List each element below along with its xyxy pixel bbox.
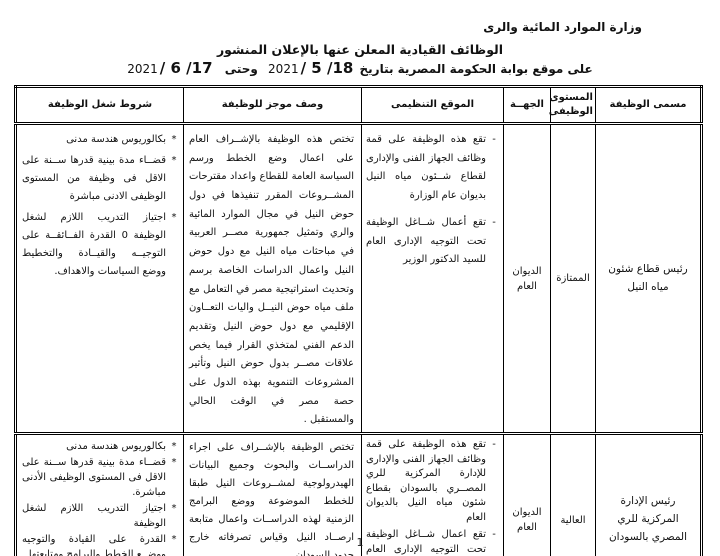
ministry-title: وزارة الموارد المائية والرى [483,20,642,34]
org-location-cell: - تقع هذه الوظيفة على قمة وظائف الجهاز ال… [361,123,504,435]
requirements-cell: * بكالوريوس هندسة مدنى * قضــاء مدة بينية … [15,123,184,435]
asterisk-marker: * [171,503,177,514]
requirements-cell: * بكالوريوس هندسة مدنى * قضــاء مدة بينية … [15,433,184,556]
dash-marker: - [492,439,496,450]
date-to-year: 2021 [127,62,158,76]
col-header-entity: الجهــة [503,86,551,125]
until-word: وحتى [224,62,258,76]
job-title-cell: رئيس قطاع شئون مياه النيل [595,123,702,435]
date-from-daymonth: 18/ 5 / [300,59,354,77]
requirement-bullet: * قضــاء مدة بينية قدرها ســنة على الاقل … [22,152,177,206]
job-level-cell: الممتازة [550,123,596,435]
job-row: رئيس قطاع شئون مياه النيل الممتازة الديو… [15,123,702,435]
entity-cell: الديوان العام [503,433,551,556]
job-title-cell: رئيس الإدارة المركزية للري المصري بالسود… [595,433,702,556]
col-header-requirements: شروط شغل الوظيفة [15,86,184,125]
location-bullet: - تقع اعمال شــاغل الوظيفة تحت التوجيه ال… [366,528,497,556]
asterisk-marker: * [171,457,177,468]
requirement-bullet: * بكالوريوس هندسة مدنى [22,131,177,149]
asterisk-marker: * [171,534,177,545]
date-to-daymonth: 17/ 6 / [159,59,213,77]
dash-marker: - [492,217,496,228]
job-level-cell: العالية [550,433,596,556]
asterisk-marker: * [171,134,177,145]
asterisk-marker: * [171,441,177,452]
col-header-job-level: المستوى الوظيفى [549,86,596,125]
job-row: رئيس الإدارة المركزية للري المصري بالسود… [15,433,702,556]
table-header-row: مسمى الوظيفة المستوى الوظيفى الجهــة الم… [15,86,702,125]
requirement-bullet: * القدرة على القيادة والتوجيه ووضــع الخط… [22,532,177,556]
page-number: 1 [356,536,364,549]
announcement-dates-line: على موقع بوابة الحكومة المصرية بتاريخ 18… [0,59,720,77]
requirement-bullet: * بكالوريوس هندسة مدنى [66,441,177,452]
requirement-bullet: * اجتياز التدريب اللازم لشغل الوظيفة 0 ال… [22,209,177,281]
dash-marker: - [492,134,496,145]
requirement-bullet: * اجتياز التدريب اللازم لشغل الوظيفة [22,503,177,529]
job-description-cell: تختص الوظيفة بالإشــراف على اجراء الدراس… [183,433,362,556]
location-bullet: - تقع أعمال شــاغل الوظيفة تحت التوجيه ال… [366,214,497,270]
col-header-description: وصف موجز للوظيفة [183,86,362,125]
dash-marker: - [492,529,496,540]
asterisk-marker: * [171,212,177,223]
jobs-table: مسمى الوظيفة المستوى الوظيفى الجهــة الم… [14,85,703,556]
announcement-title: الوظائف القيادية المعلن عنها بالإعلان ال… [216,42,504,57]
location-bullet: - تقع هذه الوظيفة على قمة وظائف الجهاز ال… [366,438,497,525]
col-header-org-location: الموقع التنظيمى [361,86,504,125]
job-description-cell: تختص هذه الوظيفة بالإشــراف العام على اع… [183,123,362,435]
entity-cell: الديوان العام [503,123,551,435]
org-location-cell: - تقع هذه الوظيفة على قمة وظائف الجهاز ال… [361,433,504,556]
asterisk-marker: * [171,155,177,166]
requirement-bullet: * قضــاء مدة بينية قدرها ســنة على الاقل … [22,457,177,498]
location-bullet: - تقع هذه الوظيفة على قمة وظائف الجهاز ال… [366,131,497,205]
dates-prefix: على موقع بوابة الحكومة المصرية بتاريخ [359,62,593,76]
date-from-year: 2021 [268,62,299,76]
col-header-job-title: مسمى الوظيفة [595,86,702,125]
